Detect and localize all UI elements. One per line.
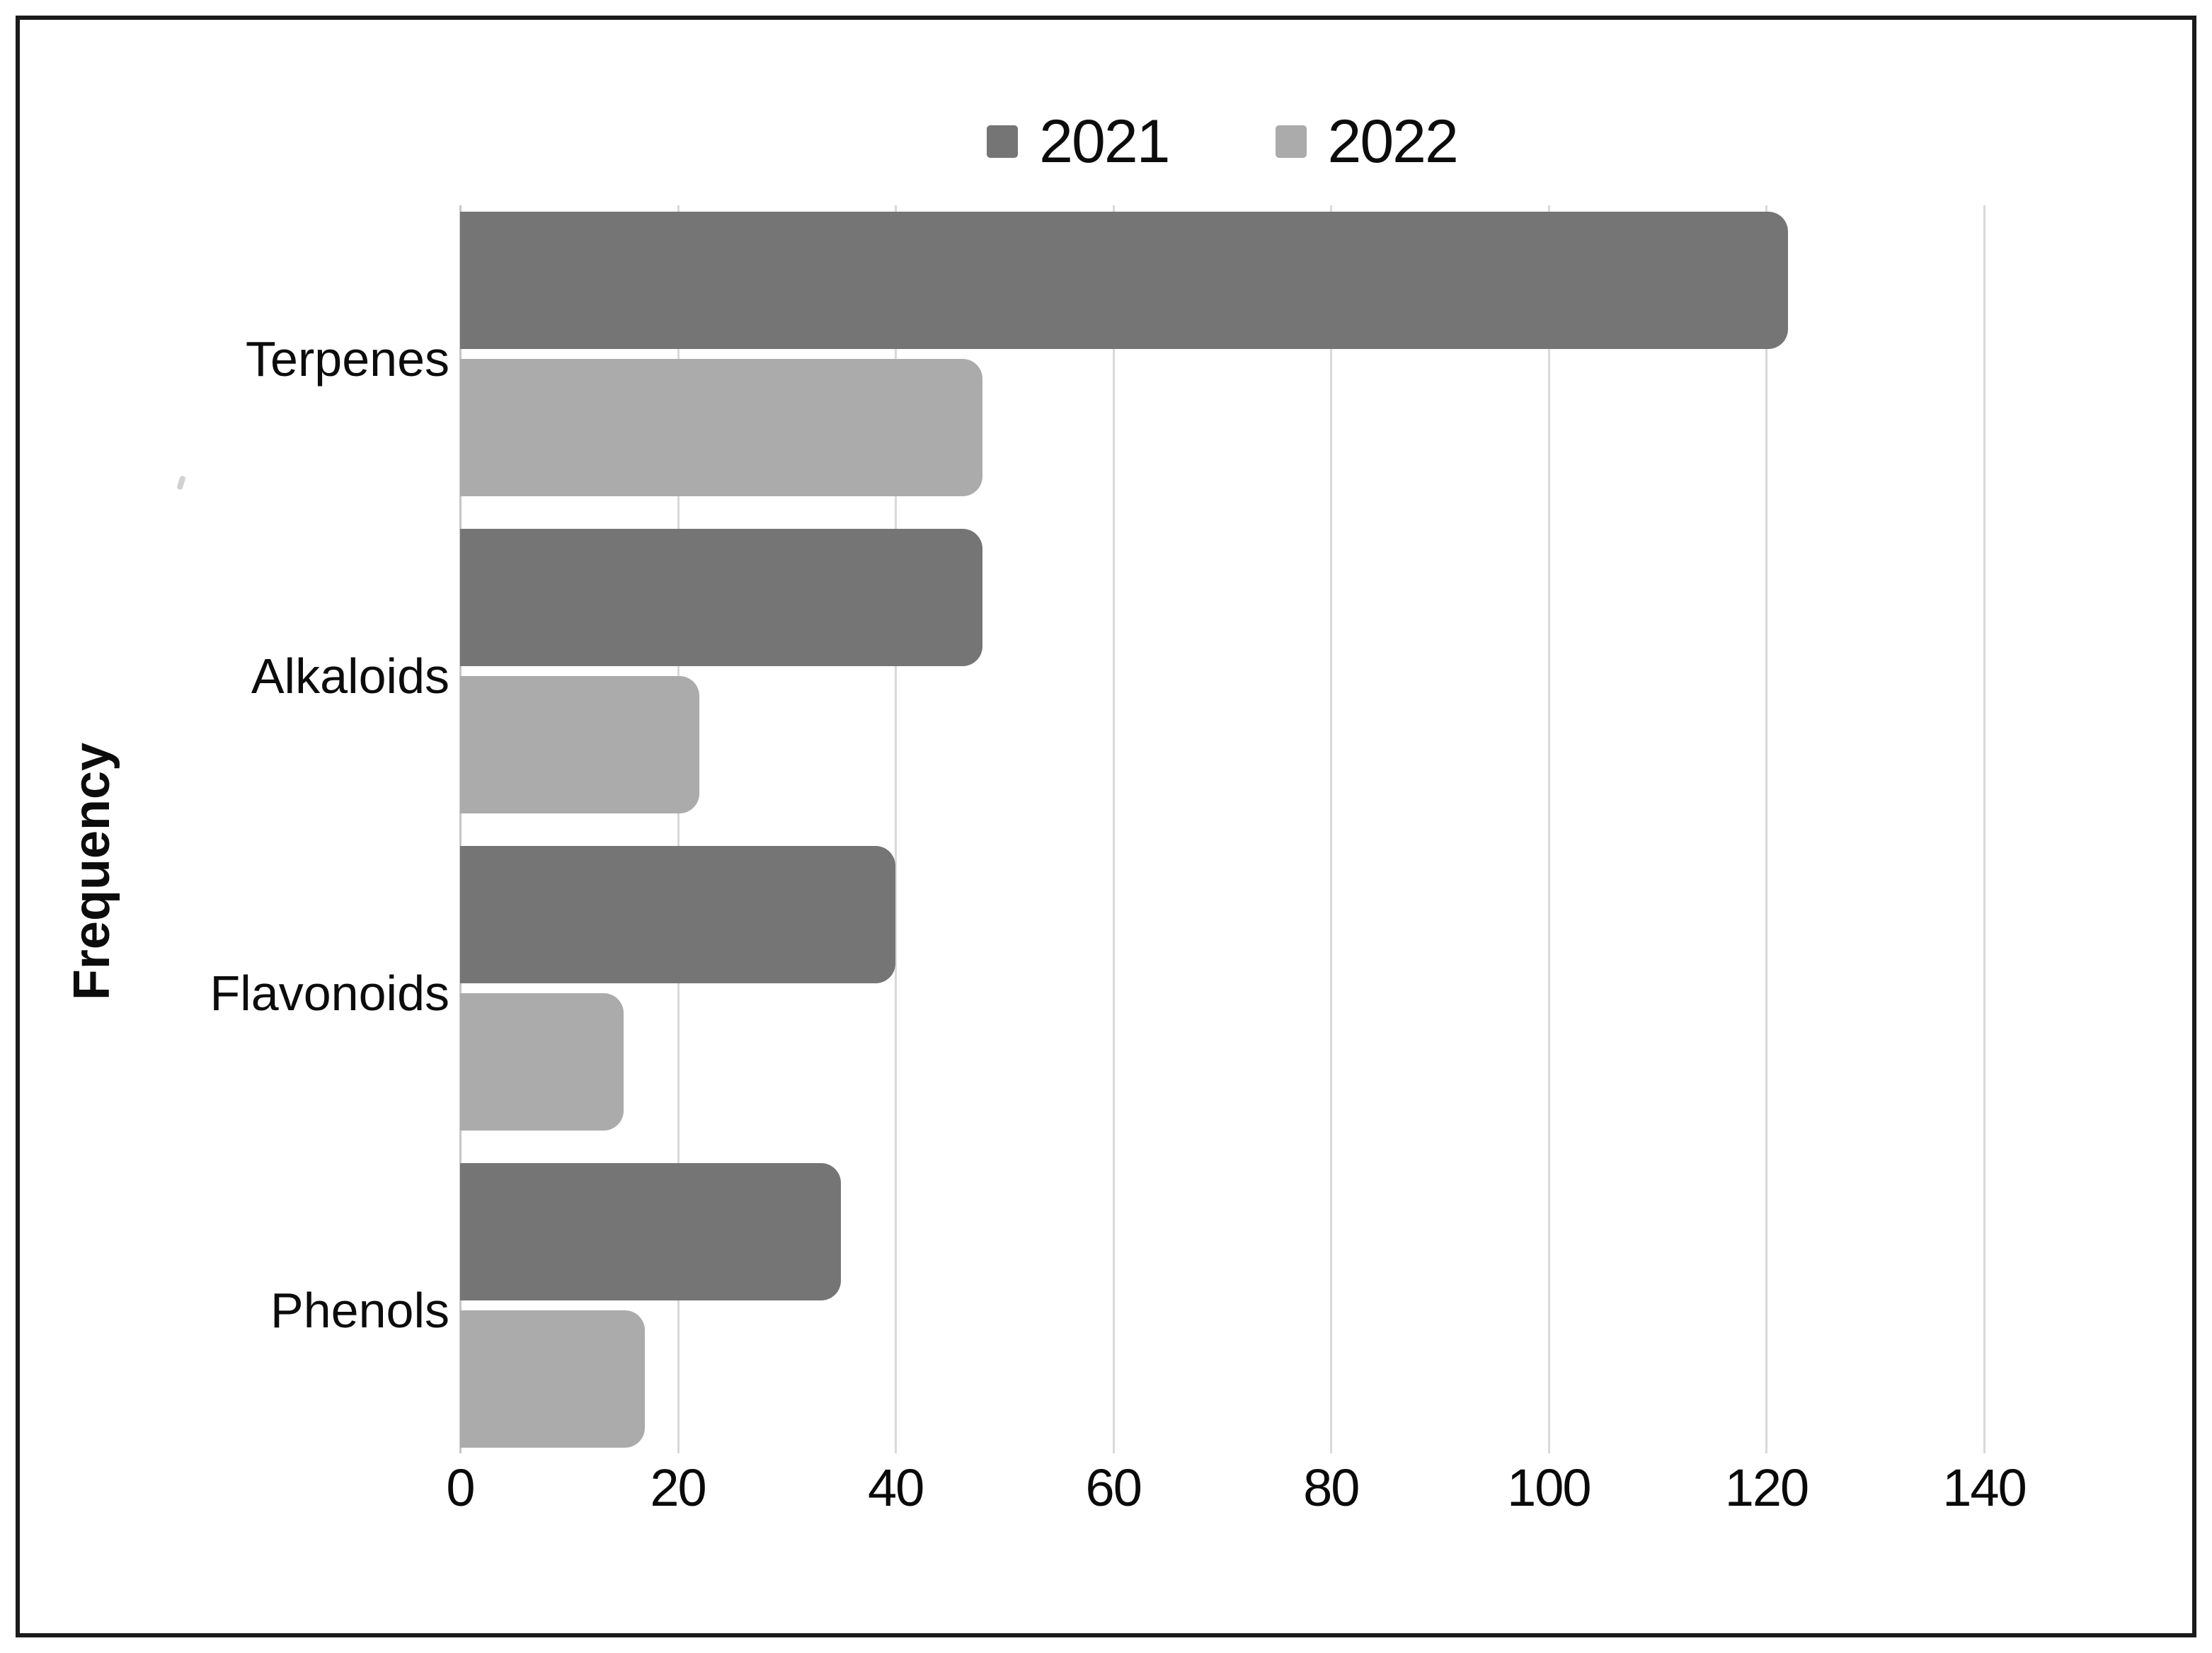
legend-swatch-2021-icon	[987, 125, 1019, 158]
x-tick-label-120: 120	[1724, 1458, 1809, 1517]
x-tick-label-40: 40	[867, 1458, 924, 1517]
legend-swatch-2022-icon	[1275, 125, 1307, 158]
gridline-60	[1112, 205, 1115, 1453]
legend-item-2022: 2022	[1275, 108, 1459, 176]
x-tick-label-140: 140	[1942, 1458, 2027, 1517]
category-label-phenols: Phenols	[270, 1283, 449, 1338]
bar-flavonoids-2022	[460, 993, 624, 1131]
chart-legend: 2021 2022	[460, 99, 1984, 184]
gridline-80	[1330, 205, 1333, 1453]
legend-label-2022: 2022	[1327, 108, 1459, 176]
gridline-100	[1547, 205, 1550, 1453]
bar-phenols-2022	[460, 1310, 646, 1448]
bar-phenols-2021	[460, 1163, 842, 1300]
x-tick-label-0: 0	[446, 1458, 475, 1517]
x-axis: 0 20 40 60 80 100 120 140	[446, 1453, 2027, 1523]
gridline-20	[677, 205, 680, 1453]
bar-alkaloids-2021	[460, 529, 983, 666]
plot-area	[459, 205, 1985, 1453]
x-tick-label-20: 20	[650, 1458, 706, 1517]
gridline-120	[1765, 205, 1768, 1453]
category-axis: Terpenes Alkaloids Flavonoids Phenols	[57, 205, 449, 1453]
gridline-40	[895, 205, 898, 1453]
x-tick-label-60: 60	[1085, 1458, 1142, 1517]
x-tick-label-80: 80	[1303, 1458, 1360, 1517]
category-label-flavonoids: Flavonoids	[210, 966, 449, 1021]
gridline-140	[1983, 205, 1985, 1453]
gridline-0	[459, 205, 462, 1453]
bar-terpenes-2022	[460, 359, 983, 496]
category-label-alkaloids: Alkaloids	[251, 648, 449, 704]
legend-label-2021: 2021	[1039, 108, 1170, 176]
x-tick-label-100: 100	[1507, 1458, 1591, 1517]
bar-flavonoids-2021	[460, 846, 896, 983]
category-label-terpenes: Terpenes	[246, 331, 449, 387]
bar-terpenes-2021	[460, 212, 1789, 349]
legend-item-2021: 2021	[987, 108, 1171, 176]
bar-alkaloids-2022	[460, 676, 700, 813]
